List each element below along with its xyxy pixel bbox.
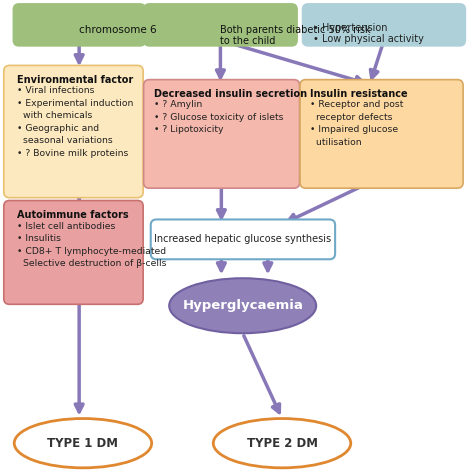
FancyBboxPatch shape — [144, 4, 297, 46]
FancyBboxPatch shape — [4, 201, 143, 304]
Text: • Viral infections
• Experimental induction
  with chemicals
• Geographic and
  : • Viral infections • Experimental induct… — [17, 86, 133, 158]
Text: Hyperglycaemia: Hyperglycaemia — [182, 299, 303, 312]
Text: Decreased insulin secretion: Decreased insulin secretion — [154, 89, 307, 99]
Ellipse shape — [213, 419, 351, 468]
FancyBboxPatch shape — [144, 80, 300, 188]
FancyBboxPatch shape — [151, 219, 335, 259]
Text: Increased hepatic glucose synthesis: Increased hepatic glucose synthesis — [154, 234, 331, 244]
FancyBboxPatch shape — [300, 80, 463, 188]
FancyBboxPatch shape — [4, 65, 143, 198]
Text: • ? Amylin
• ? Glucose toxicity of islets
• ? Lipotoxicity: • ? Amylin • ? Glucose toxicity of islet… — [154, 100, 283, 135]
Text: TYPE 1 DM: TYPE 1 DM — [47, 437, 118, 450]
Text: TYPE 2 DM: TYPE 2 DM — [246, 437, 318, 450]
Text: • Hypertension
• Low physical activity: • Hypertension • Low physical activity — [313, 23, 424, 45]
Text: Autoimmune factors: Autoimmune factors — [17, 210, 128, 220]
Ellipse shape — [14, 419, 152, 468]
Ellipse shape — [169, 278, 316, 333]
Text: Both parents diabetic 50% risk
to the child: Both parents diabetic 50% risk to the ch… — [220, 25, 371, 46]
Text: chromosome 6: chromosome 6 — [79, 25, 157, 35]
Text: Environmental factor: Environmental factor — [17, 75, 133, 85]
FancyBboxPatch shape — [13, 4, 146, 46]
Text: • Islet cell antibodies
• Insulitis
• CD8+ T lymphocyte-mediated
  Selective des: • Islet cell antibodies • Insulitis • CD… — [17, 222, 166, 268]
FancyBboxPatch shape — [302, 4, 465, 46]
Text: • Receptor and post
  receptor defects
• Impaired glucose
  utilisation: • Receptor and post receptor defects • I… — [310, 100, 404, 147]
Text: Insulin resistance: Insulin resistance — [310, 89, 408, 99]
